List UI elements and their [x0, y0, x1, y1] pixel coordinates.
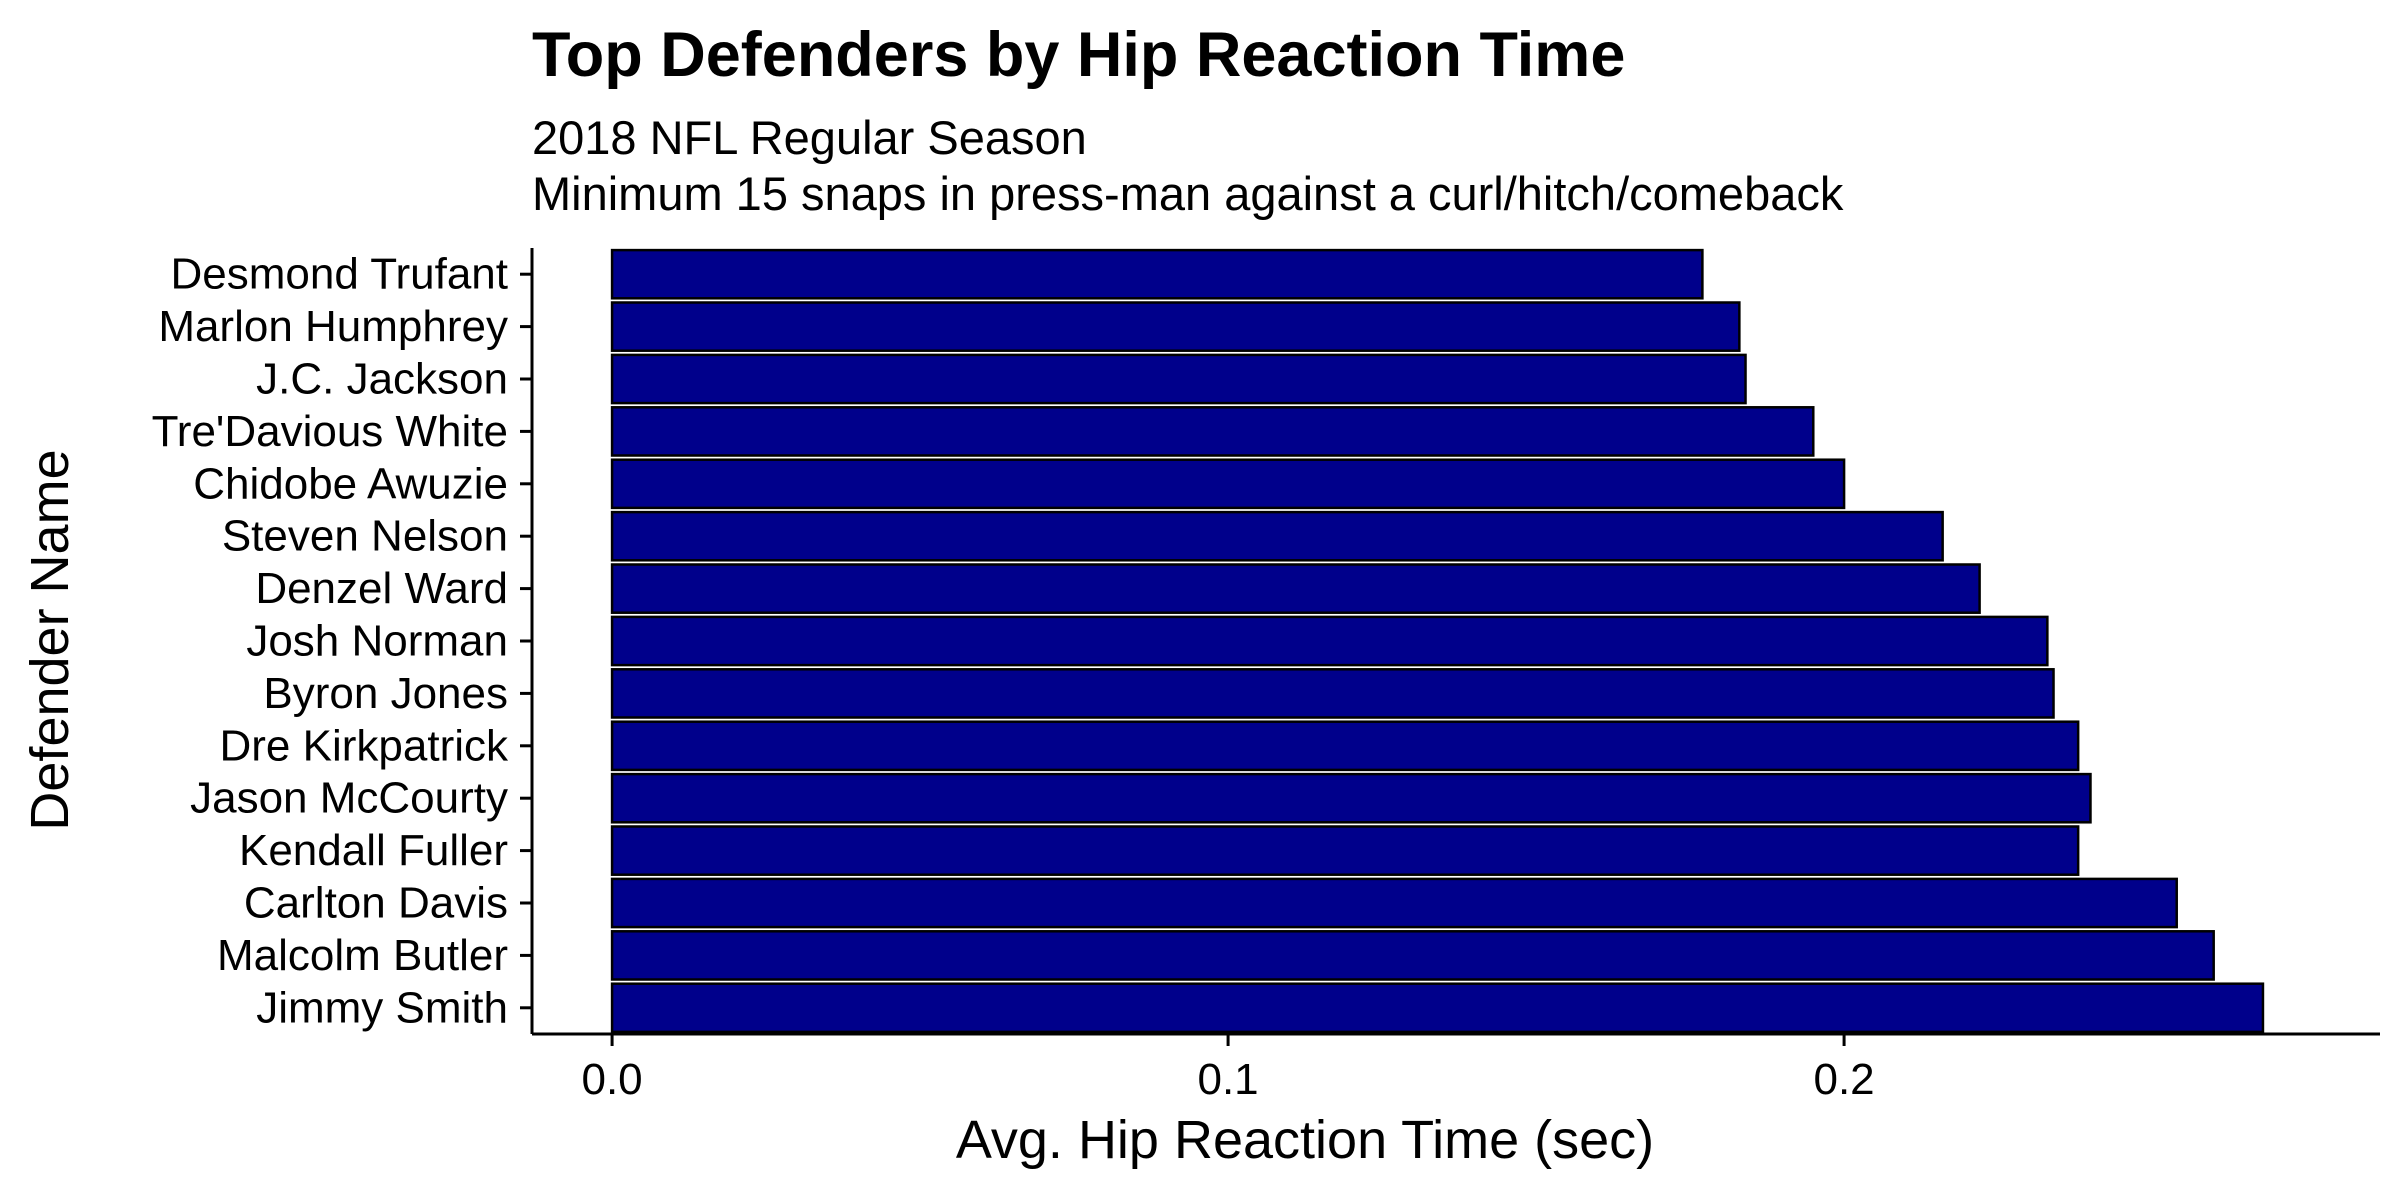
bar-carlton-davis	[610, 877, 2178, 929]
bar-jimmy-smith	[610, 982, 2265, 1034]
bar-marlon-humphrey	[610, 301, 1741, 352]
y-tick-label: Carlton Davis	[244, 879, 508, 928]
x-axis-title: Avg. Hip Reaction Time (sec)	[956, 1110, 1654, 1170]
chart-title: Top Defenders by Hip Reaction Time	[532, 20, 1625, 90]
bar-byron-jones	[610, 668, 2055, 719]
y-tick-label: J.C. Jackson	[256, 355, 508, 404]
y-tick-label: Jason McCourty	[190, 774, 508, 823]
y-tick-label: Malcolm Butler	[217, 931, 508, 980]
bar-chidobe-awuzie	[610, 458, 1846, 510]
bar-kendall-fuller	[610, 825, 2080, 876]
y-tick-label: Dre Kirkpatrick	[220, 721, 509, 770]
bar-jason-mccourty	[610, 772, 2092, 824]
bar-steven-nelson	[610, 510, 1944, 562]
y-tick-label: Steven Nelson	[222, 512, 508, 561]
y-tick-label: Chidobe Awuzie	[193, 459, 508, 508]
bar-josh-norman	[610, 615, 2049, 667]
bar-tre-davious-white	[610, 406, 1815, 457]
y-tick-label: Jimmy Smith	[256, 983, 508, 1032]
y-axis-title: Defender Name	[20, 449, 80, 830]
y-tick-label: Denzel Ward	[255, 564, 508, 613]
y-tick-label: Byron Jones	[263, 669, 508, 718]
y-tick-label: Josh Norman	[246, 617, 508, 666]
bars	[610, 248, 2265, 1034]
x-tick-label: 0.1	[1197, 1055, 1258, 1104]
bar-j-c-jackson	[610, 353, 1747, 405]
bar-dre-kirkpatrick	[610, 720, 2080, 772]
chart-subtitle-line-1: 2018 NFL Regular Season	[532, 111, 1087, 164]
x-axis-ticks: 0.0 0.1 0.2	[581, 1034, 1875, 1104]
bar-malcolm-butler	[610, 930, 2215, 981]
bar-desmond-trufant	[610, 248, 1704, 300]
x-tick-label: 0.0	[581, 1055, 642, 1104]
y-tick-label: Kendall Fuller	[239, 826, 508, 875]
y-tick-label: Desmond Trufant	[171, 250, 509, 299]
x-tick-label: 0.2	[1813, 1055, 1874, 1104]
bar-denzel-ward	[610, 563, 1981, 614]
y-tick-label: Marlon Humphrey	[158, 302, 508, 351]
chart-subtitle-line-2: Minimum 15 snaps in press-man against a …	[532, 167, 1844, 220]
y-tick-label: Tre'Davious White	[152, 407, 508, 456]
